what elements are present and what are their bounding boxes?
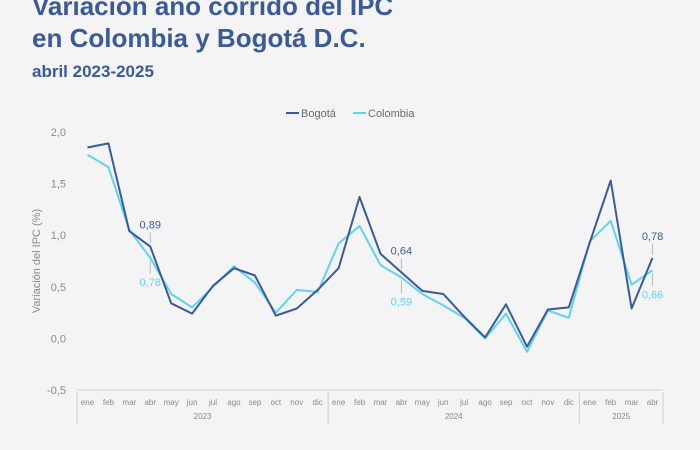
- x-tick-label: dic: [564, 398, 574, 407]
- y-axis-label: Variación del IPC (%): [31, 209, 43, 313]
- y-tick-label: -0,5: [47, 385, 66, 397]
- year-label: 2023: [194, 412, 212, 421]
- chart-title: Variación año corrido del IPC en Colombi…: [32, 0, 393, 54]
- y-tick-label: 1,5: [51, 179, 66, 191]
- x-tick-label: ene: [81, 398, 95, 407]
- x-tick-label: mar: [625, 398, 639, 407]
- legend-label-bogota: Bogotá: [301, 108, 337, 120]
- x-tick-label: feb: [605, 398, 617, 407]
- x-tick-label: jun: [437, 398, 449, 407]
- x-tick-label: ago: [478, 398, 492, 407]
- x-tick-label: jul: [459, 398, 468, 407]
- x-tick-label: ene: [332, 398, 346, 407]
- x-tick-label: mar: [122, 398, 136, 407]
- x-tick-label: sep: [248, 398, 261, 407]
- x-tick-label: jun: [186, 398, 198, 407]
- series-line-bogota: [87, 142, 654, 348]
- x-tick-label: oct: [522, 398, 533, 407]
- data-label: 0,59: [391, 297, 412, 309]
- x-tick-label: jul: [208, 398, 217, 407]
- x-tick-label: abr: [396, 398, 408, 407]
- year-label: 2024: [445, 412, 463, 421]
- chart-title-line1: Variación año corrido del IPC: [32, 0, 394, 21]
- year-label: 2025: [612, 412, 630, 421]
- x-tick-label: nov: [541, 398, 554, 407]
- x-tick-label: may: [415, 398, 430, 407]
- data-label: 0,78: [140, 277, 161, 289]
- series-line-colombia: [86, 153, 654, 353]
- x-tick-label: may: [164, 398, 179, 407]
- x-tick-label: feb: [103, 398, 115, 407]
- x-tick-label: mar: [374, 398, 388, 407]
- y-tick-label: 0,0: [51, 333, 66, 345]
- chart-title-line2: en Colombia y Bogotá D.C.: [32, 23, 366, 53]
- x-tick-label: nov: [290, 398, 303, 407]
- x-tick-label: ene: [583, 398, 597, 407]
- x-tick-label: abr: [144, 398, 156, 407]
- data-label: 0,78: [642, 231, 663, 243]
- chart-subtitle: abril 2023-2025: [32, 62, 154, 81]
- data-label: 0,89: [140, 220, 161, 232]
- x-tick-label: oct: [270, 398, 281, 407]
- legend-label-colombia: Colombia: [368, 108, 415, 120]
- x-tick-label: feb: [354, 398, 366, 407]
- x-tick-label: abr: [647, 398, 659, 407]
- x-tick-label: ago: [227, 398, 241, 407]
- x-tick-label: dic: [313, 398, 323, 407]
- y-tick-label: 0,5: [51, 282, 66, 294]
- y-tick-label: 1,0: [51, 230, 66, 242]
- y-tick-label: 2,0: [51, 127, 66, 139]
- data-label: 0,66: [642, 289, 663, 301]
- data-label: 0,64: [391, 245, 412, 257]
- x-tick-label: sep: [500, 398, 513, 407]
